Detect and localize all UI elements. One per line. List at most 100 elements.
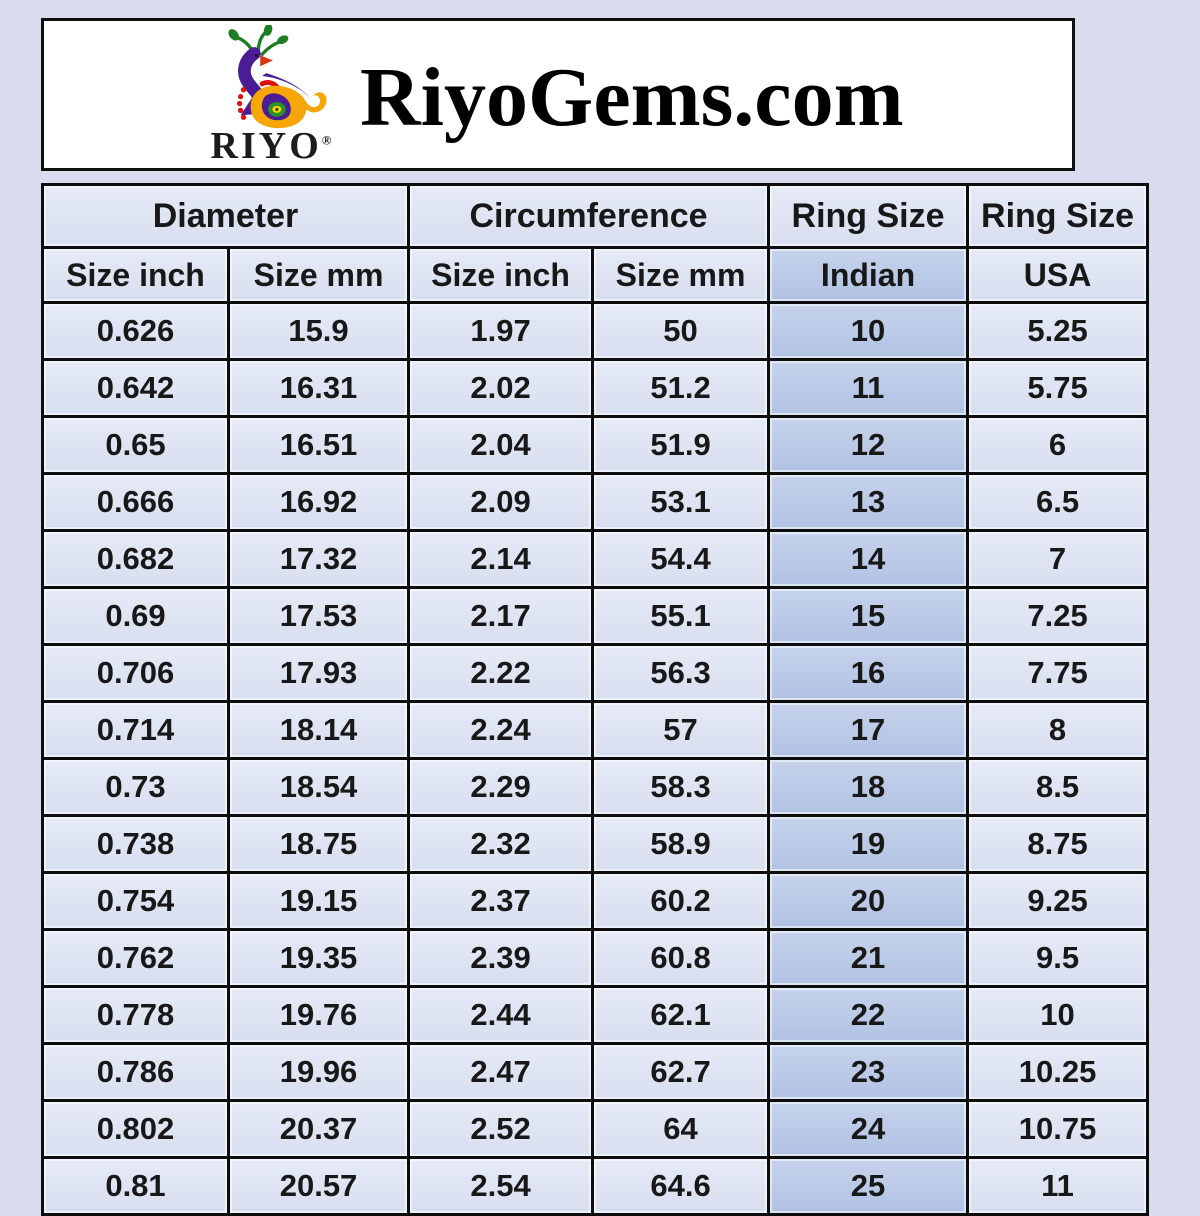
table-cell: 18	[767, 757, 970, 817]
table-cell: 7.25	[966, 586, 1150, 646]
group-header-circumference: Circumference	[407, 183, 771, 249]
table-cell: 2.24	[407, 700, 595, 760]
table-cell: 16.51	[226, 415, 411, 475]
table-row: 0.786 19.96 2.47 62.7 23 10.25	[41, 1042, 1150, 1102]
ring-size-table: Diameter Circumference Ring Size Ring Si…	[40, 183, 1150, 1216]
table-cell: 9.25	[966, 871, 1150, 931]
table-cell: 51.2	[591, 358, 771, 418]
table-cell: 54.4	[591, 529, 771, 589]
table-cell: 2.54	[407, 1156, 595, 1216]
table-cell: 20	[767, 871, 970, 931]
table-cell: 8.5	[966, 757, 1150, 817]
table-cell: 2.47	[407, 1042, 595, 1102]
table-cell: 0.73	[41, 757, 230, 817]
table-cell: 6.5	[966, 472, 1150, 532]
table-cell: 8.75	[966, 814, 1150, 874]
table-row: 0.738 18.75 2.32 58.9 19 8.75	[41, 814, 1150, 874]
group-header-ring-size-indian: Ring Size	[767, 183, 970, 249]
table-cell: 10.75	[966, 1099, 1150, 1159]
table-cell: 16	[767, 643, 970, 703]
table-cell: 6	[966, 415, 1150, 475]
riyo-logo: RIYO®	[196, 24, 346, 167]
table-cell: 0.706	[41, 643, 230, 703]
table-cell: 1.97	[407, 301, 595, 361]
registered-mark: ®	[321, 131, 332, 147]
table-cell: 2.52	[407, 1099, 595, 1159]
table-cell: 60.8	[591, 928, 771, 988]
group-header-row: Diameter Circumference Ring Size Ring Si…	[40, 183, 1150, 249]
table-cell: 2.39	[407, 928, 595, 988]
table-cell: 64	[591, 1099, 771, 1159]
group-header-diameter: Diameter	[40, 183, 411, 249]
table-row: 0.666 16.92 2.09 53.1 13 6.5	[41, 472, 1150, 532]
table-cell: 0.778	[41, 985, 230, 1045]
table-header: Diameter Circumference Ring Size Ring Si…	[40, 183, 1150, 304]
table-cell: 55.1	[591, 586, 771, 646]
table-cell: 57	[591, 700, 771, 760]
table-cell: 2.29	[407, 757, 595, 817]
col-header-circumference-inch: Size inch	[407, 246, 595, 304]
table-cell: 0.802	[41, 1099, 230, 1159]
table-cell: 5.75	[966, 358, 1150, 418]
table-cell: 16.92	[226, 472, 411, 532]
brand-header: RIYO® RiyoGems.com	[41, 18, 1075, 171]
table-cell: 11	[966, 1156, 1150, 1216]
table-cell: 20.37	[226, 1099, 411, 1159]
table-row: 0.778 19.76 2.44 62.1 22 10	[41, 985, 1150, 1045]
table-cell: 50	[591, 301, 771, 361]
table-cell: 53.1	[591, 472, 771, 532]
table-cell: 25	[767, 1156, 970, 1216]
peacock-icon	[207, 24, 335, 129]
table-cell: 0.81	[41, 1156, 230, 1216]
table-cell: 2.09	[407, 472, 595, 532]
table-cell: 24	[767, 1099, 970, 1159]
table-cell: 18.14	[226, 700, 411, 760]
table-cell: 15.9	[226, 301, 411, 361]
table-cell: 23	[767, 1042, 970, 1102]
table-cell: 19.15	[226, 871, 411, 931]
table-row: 0.642 16.31 2.02 51.2 11 5.75	[41, 358, 1150, 418]
table-cell: 2.22	[407, 643, 595, 703]
table-cell: 2.37	[407, 871, 595, 931]
table-row: 0.802 20.37 2.52 64 24 10.75	[41, 1099, 1150, 1159]
table-cell: 5.25	[966, 301, 1150, 361]
table-cell: 56.3	[591, 643, 771, 703]
table-cell: 18.54	[226, 757, 411, 817]
table-cell: 0.714	[41, 700, 230, 760]
table-cell: 10.25	[966, 1042, 1150, 1102]
table-cell: 62.7	[591, 1042, 771, 1102]
table-cell: 19	[767, 814, 970, 874]
table-cell: 2.44	[407, 985, 595, 1045]
table-cell: 2.14	[407, 529, 595, 589]
table-cell: 15	[767, 586, 970, 646]
table-cell: 11	[767, 358, 970, 418]
table-cell: 0.65	[41, 415, 230, 475]
table-cell: 17.32	[226, 529, 411, 589]
table-cell: 62.1	[591, 985, 771, 1045]
table-cell: 0.626	[41, 301, 230, 361]
table-cell: 7	[966, 529, 1150, 589]
table-body: 0.626 15.9 1.97 50 10 5.25 0.642 16.31 2.02 51.2 1…	[41, 301, 1150, 1216]
col-header-usa: USA	[966, 246, 1150, 304]
table-cell: 19.35	[226, 928, 411, 988]
col-header-circumference-mm: Size mm	[591, 246, 771, 304]
table-cell: 0.682	[41, 529, 230, 589]
table-cell: 2.17	[407, 586, 595, 646]
table-cell: 51.9	[591, 415, 771, 475]
table-cell: 58.9	[591, 814, 771, 874]
table-cell: 17	[767, 700, 970, 760]
table-row: 0.626 15.9 1.97 50 10 5.25	[41, 301, 1150, 361]
site-title: RiyoGems.com	[360, 51, 904, 144]
table-cell: 64.6	[591, 1156, 771, 1216]
table-cell: 17.93	[226, 643, 411, 703]
table-row: 0.682 17.32 2.14 54.4 14 7	[41, 529, 1150, 589]
table-cell: 0.786	[41, 1042, 230, 1102]
table-cell: 0.69	[41, 586, 230, 646]
table-cell: 16.31	[226, 358, 411, 418]
brand-wordmark: RIYO®	[210, 124, 332, 167]
table-cell: 0.738	[41, 814, 230, 874]
table-cell: 19.96	[226, 1042, 411, 1102]
table-cell: 60.2	[591, 871, 771, 931]
group-header-ring-size-usa: Ring Size	[966, 183, 1150, 249]
col-header-diameter-inch: Size inch	[41, 246, 230, 304]
